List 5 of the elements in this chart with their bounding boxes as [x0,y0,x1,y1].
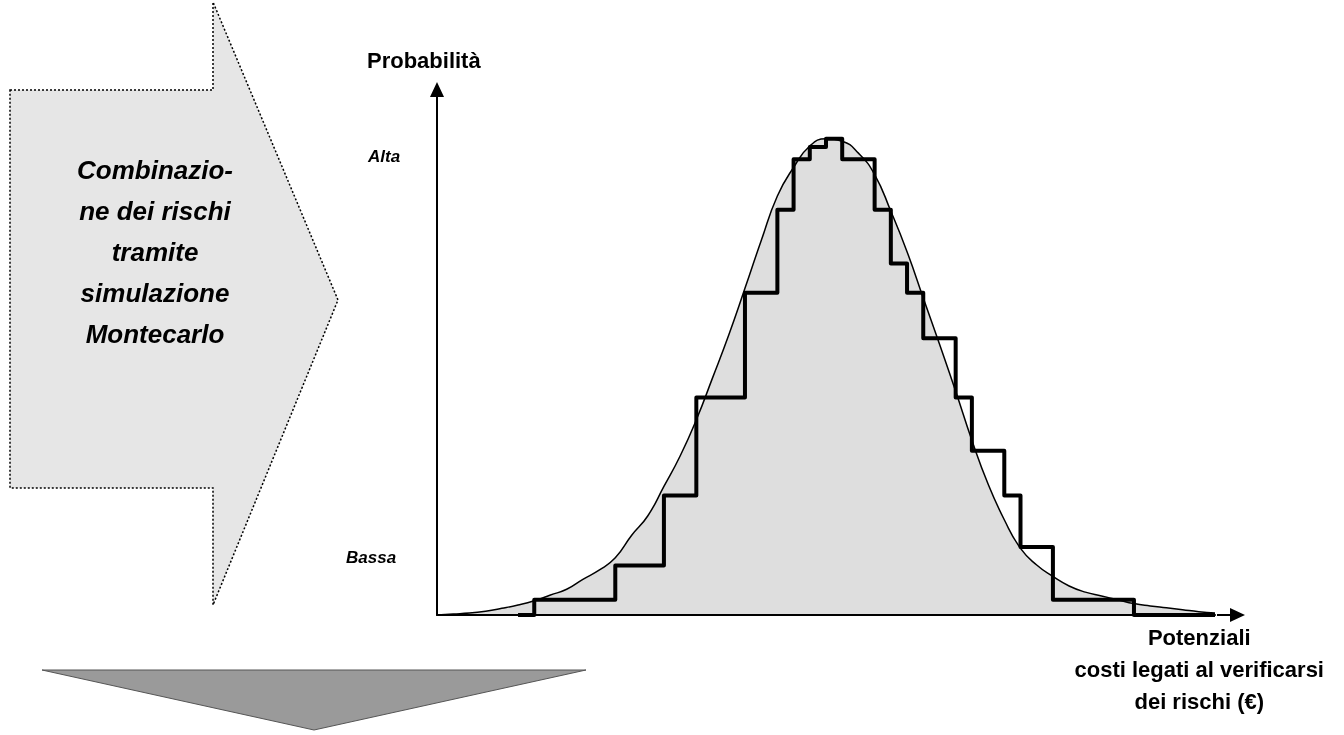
y-axis-title: Probabilità [367,48,481,74]
text: Combinazio- ne dei rischi tramite simulazione Montecarlo [76,154,234,351]
text: Alta [368,147,401,167]
text: Bassa [346,548,397,568]
x-axis-title: Potenziali costi legati al verificarsi dei rischi (€) [1074,624,1324,716]
